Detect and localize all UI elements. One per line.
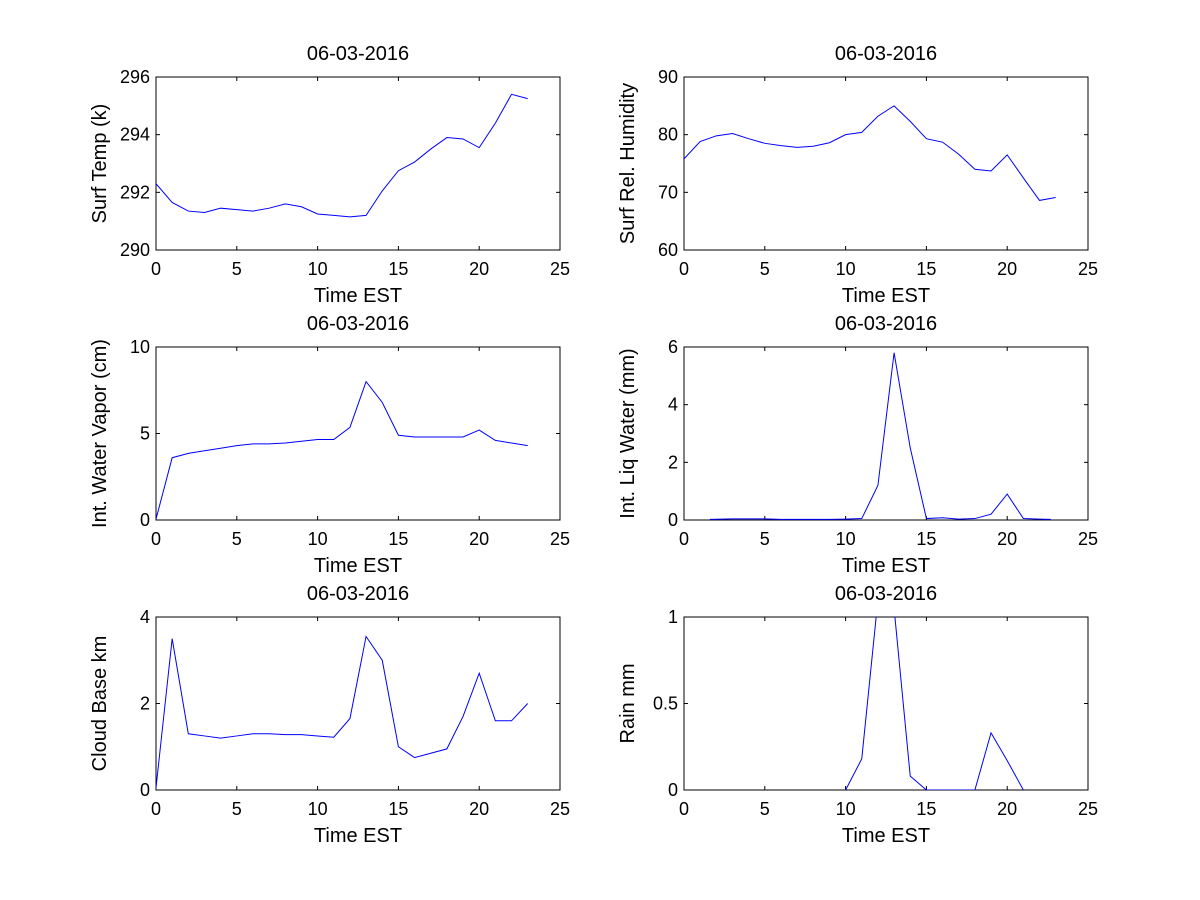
y-tick-label: 5	[140, 424, 150, 444]
x-tick-label: 5	[760, 259, 770, 279]
x-tick-label: 0	[679, 799, 689, 819]
x-tick-label: 0	[151, 799, 161, 819]
x-tick-label: 0	[679, 259, 689, 279]
x-tick-label: 10	[836, 799, 856, 819]
x-tick-label: 5	[232, 259, 242, 279]
x-tick-label: 20	[997, 799, 1017, 819]
axes-frame	[683, 616, 1089, 791]
series-line	[709, 352, 1051, 520]
x-axis-label: Time EST	[842, 285, 930, 307]
subplot-title: 06-03-2016	[307, 583, 409, 605]
y-tick-label: 292	[120, 182, 150, 202]
x-tick-label: 25	[550, 529, 570, 549]
subplot-int-liq-water: 0 5 10 15 20 25 0 2 4 6 06-03-2016 Time EST Int. Liq…	[617, 313, 1098, 577]
x-axis-label: Time EST	[842, 825, 930, 847]
x-tick-label: 0	[679, 529, 689, 549]
x-tick-label: 5	[760, 799, 770, 819]
x-tick-label: 15	[916, 529, 936, 549]
y-tick-label: 0	[668, 510, 678, 530]
x-tick-label: 10	[308, 529, 328, 549]
y-tick-label: 0	[140, 780, 150, 800]
x-tick-label: 15	[916, 259, 936, 279]
series-line	[684, 105, 1056, 201]
x-tick-label: 10	[308, 799, 328, 819]
x-tick-label: 0	[151, 529, 161, 549]
y-axis-label: Surf Temp (k)	[89, 104, 111, 224]
x-tick-label: 0	[151, 259, 161, 279]
y-tick-label: 2	[668, 452, 678, 472]
x-tick-label: 25	[1078, 529, 1098, 549]
y-tick-label: 60	[658, 240, 678, 260]
subplot-cloud-base: 0 5 10 15 20 25 0 2 4 06-03-2016 Time EST Cloud Bas…	[89, 583, 570, 847]
x-tick-label: 20	[997, 259, 1017, 279]
y-tick-label: 4	[140, 607, 150, 627]
y-tick-label: 1	[668, 607, 678, 627]
series-line	[845, 617, 1024, 790]
y-tick-label: 0.5	[653, 694, 678, 714]
y-axis-label: Int. Liq Water (mm)	[617, 348, 639, 518]
x-tick-label: 20	[469, 799, 489, 819]
subplot-rain: 0 5 10 15 20 25 0 0.5 1 06-03-2016 Time EST Rain mm	[617, 583, 1098, 847]
subplot-title: 06-03-2016	[307, 313, 409, 335]
x-tick-label: 25	[1078, 259, 1098, 279]
y-tick-label: 296	[120, 67, 150, 87]
y-axis-label: Cloud Base km	[89, 636, 111, 772]
y-axis-label: Int. Water Vapor (cm)	[89, 339, 111, 528]
series-line	[156, 93, 528, 218]
x-tick-label: 20	[469, 529, 489, 549]
series-line	[156, 380, 528, 520]
subplot-title: 06-03-2016	[835, 583, 937, 605]
y-tick-label: 290	[120, 240, 150, 260]
y-axis-label: Rain mm	[617, 663, 639, 743]
axes-frame	[155, 76, 561, 251]
subplot-surf-temp: 0 5 10 15 20 25 290 292 294 296 06-03-2016 Time EST…	[89, 43, 570, 307]
subplot-title: 06-03-2016	[307, 43, 409, 65]
x-tick-label: 25	[550, 259, 570, 279]
x-tick-label: 15	[916, 799, 936, 819]
y-tick-label: 90	[658, 67, 678, 87]
x-axis-label: Time EST	[314, 285, 402, 307]
subplot-surf-rel-humidity: 0 5 10 15 20 25 60 70 80 90 06-03-2016 Time EST Surf…	[617, 43, 1098, 307]
y-tick-label: 0	[140, 510, 150, 530]
axes-frame	[155, 616, 561, 791]
axes-frame	[683, 76, 1089, 251]
y-tick-label: 80	[658, 125, 678, 145]
y-tick-label: 70	[658, 182, 678, 202]
subplot-title: 06-03-2016	[835, 313, 937, 335]
x-tick-label: 5	[760, 529, 770, 549]
y-tick-label: 6	[668, 337, 678, 357]
x-axis-label: Time EST	[842, 555, 930, 577]
x-tick-label: 15	[388, 799, 408, 819]
x-axis-label: Time EST	[314, 825, 402, 847]
y-tick-label: 4	[668, 395, 678, 415]
y-axis-label: Surf Rel. Humidity	[617, 83, 639, 244]
x-axis-label: Time EST	[314, 555, 402, 577]
x-tick-label: 20	[469, 259, 489, 279]
x-tick-label: 15	[388, 259, 408, 279]
x-tick-label: 10	[836, 259, 856, 279]
x-tick-label: 5	[232, 799, 242, 819]
x-tick-label: 10	[308, 259, 328, 279]
x-tick-label: 5	[232, 529, 242, 549]
y-tick-label: 10	[130, 337, 150, 357]
axes-frame	[155, 346, 561, 521]
series-line	[156, 635, 529, 788]
x-tick-label: 15	[388, 529, 408, 549]
y-tick-label: 294	[120, 125, 150, 145]
y-tick-label: 2	[140, 694, 150, 714]
y-tick-label: 0	[668, 780, 678, 800]
x-tick-label: 20	[997, 529, 1017, 549]
axes-frame	[683, 346, 1089, 521]
x-tick-label: 25	[550, 799, 570, 819]
subplot-int-water-vapor: 0 5 10 15 20 25 0 5 10 06-03-2016 Time EST Int. Wat…	[89, 313, 570, 577]
x-tick-label: 10	[836, 529, 856, 549]
x-tick-label: 25	[1078, 799, 1098, 819]
subplot-title: 06-03-2016	[835, 43, 937, 65]
